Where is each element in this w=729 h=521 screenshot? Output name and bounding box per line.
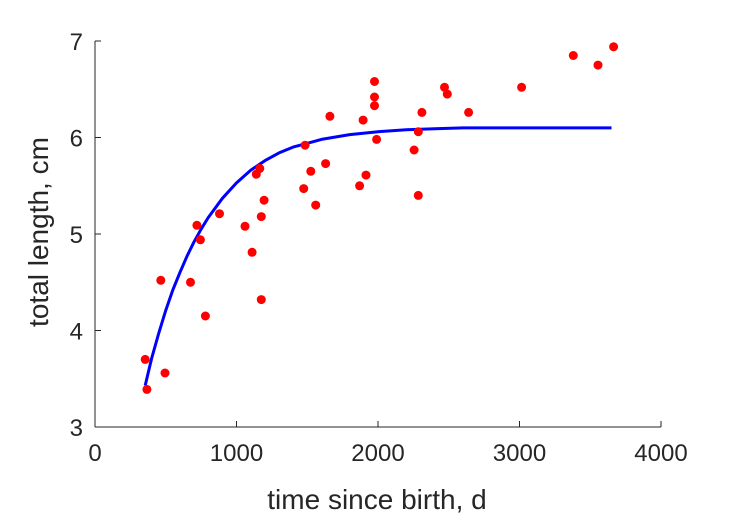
x-tick-label: 3000 (493, 440, 546, 467)
data-point (609, 42, 619, 52)
data-point (195, 235, 205, 245)
fit-curve (143, 126, 612, 386)
data-point (442, 89, 452, 99)
data-point (417, 107, 427, 117)
y-tick-label: 6 (70, 126, 83, 153)
data-point (256, 295, 266, 305)
x-tick-label: 4000 (634, 440, 687, 467)
data-point (255, 163, 265, 173)
data-point (306, 166, 316, 176)
data-point (370, 101, 379, 111)
data-point (140, 354, 150, 364)
x-tick-label: 1000 (210, 440, 263, 467)
data-point (409, 145, 419, 155)
data-point (299, 184, 309, 194)
data-point (361, 170, 371, 180)
data-point (464, 107, 474, 117)
axes: 0 1000 2000 3000 4000 3 4 5 6 7 (70, 29, 688, 467)
data-point (256, 212, 266, 222)
data-point (192, 220, 202, 230)
data-point (372, 134, 382, 144)
data-point (440, 82, 449, 92)
data-point (413, 190, 423, 200)
x-tick-label: 0 (88, 440, 101, 467)
y-axis-label: total length, cm (23, 137, 54, 327)
data-point (370, 92, 379, 102)
data-point (156, 275, 166, 285)
data-point (517, 82, 527, 92)
data-point (413, 127, 423, 137)
data-point (247, 247, 257, 257)
data-point (355, 181, 365, 191)
data-point (370, 77, 379, 86)
data-point (325, 111, 335, 121)
y-tick-label: 4 (70, 319, 83, 346)
data-point (321, 159, 331, 169)
data-point (593, 60, 603, 70)
data-point (186, 277, 195, 287)
x-axis-ticks: 0 1000 2000 3000 4000 (88, 421, 688, 467)
data-point (142, 384, 152, 394)
plot-area (140, 42, 619, 394)
x-axis-label: time since birth, d (267, 484, 486, 515)
data-point (311, 200, 321, 210)
data-point (240, 221, 250, 231)
data-point (259, 195, 269, 205)
y-axis-ticks: 3 4 5 6 7 (70, 29, 101, 442)
data-point (300, 140, 310, 150)
data-point (215, 209, 224, 219)
data-point (568, 51, 578, 60)
y-tick-label: 3 (70, 415, 83, 442)
data-point (358, 115, 368, 125)
x-tick-label: 2000 (351, 440, 404, 467)
y-tick-label: 5 (70, 222, 83, 249)
data-point (160, 368, 170, 378)
y-tick-label: 7 (70, 29, 83, 56)
data-point (200, 311, 210, 321)
